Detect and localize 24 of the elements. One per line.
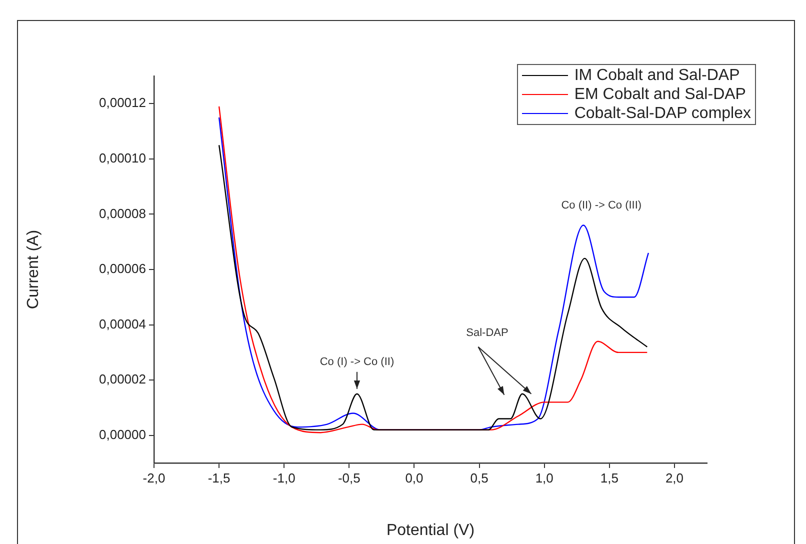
x-tick-label: -1,0 xyxy=(272,470,296,486)
legend-label: EM Cobalt and Sal-DAP xyxy=(574,85,746,104)
y-tick-label: 0,00000 xyxy=(99,426,146,442)
x-tick-label: -0,5 xyxy=(338,470,360,486)
legend-label: Cobalt-Sal-DAP complex xyxy=(574,104,751,123)
y-tick-label: 0,00008 xyxy=(99,206,146,221)
y-tick-label: 0,00010 xyxy=(99,150,146,166)
y-tick-label: 0,00006 xyxy=(99,261,146,276)
annotation: Co (I) -> Co (II) xyxy=(320,356,394,368)
x-tick-label: 0,0 xyxy=(405,470,424,486)
x-tick-label: 0,5 xyxy=(470,470,488,486)
x-tick-label: -2,0 xyxy=(142,470,166,486)
x-axis-title: Potential (V) xyxy=(386,522,475,539)
x-tick-label: 1,5 xyxy=(600,470,618,486)
annotation: Sal-DAP xyxy=(466,326,508,339)
y-tick-label: 0,00002 xyxy=(99,372,146,387)
y-tick-label: 0,00012 xyxy=(99,95,146,110)
y-tick-label: 0,00004 xyxy=(99,316,146,332)
x-tick-label: -1,5 xyxy=(208,470,230,486)
x-tick-label: 1,0 xyxy=(535,470,554,486)
annotation: Co (II) -> Co (III) xyxy=(561,199,642,212)
x-tick-label: 2,0 xyxy=(665,470,684,486)
y-axis-title: Current (A) xyxy=(25,230,42,310)
legend-label: IM Cobalt and Sal-DAP xyxy=(574,66,740,85)
